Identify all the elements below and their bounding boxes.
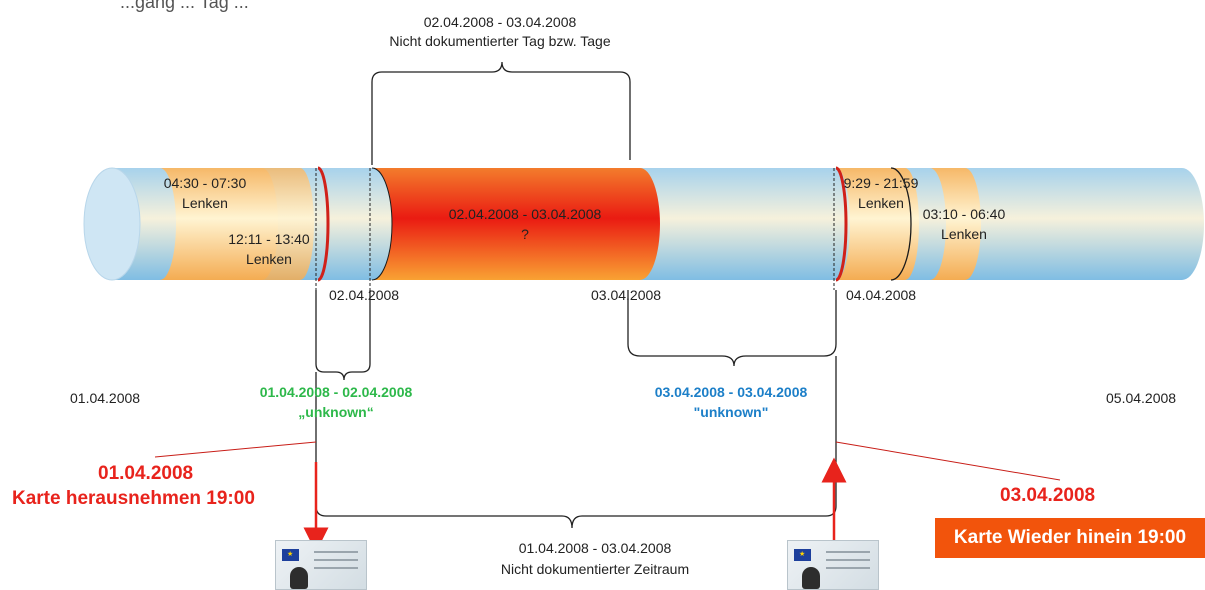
- day-marker-0304: 03.04.2008: [591, 287, 662, 303]
- bottom-brace-text: Nicht dokumentierter Zeitraum: [500, 561, 690, 577]
- eu-flag-icon: [282, 549, 299, 561]
- unknown-left-label: „unknown“: [298, 404, 374, 420]
- gap-label: ?: [521, 226, 529, 242]
- drive2-label: Lenken: [246, 251, 292, 267]
- driver-card-image: [275, 540, 367, 590]
- segment-drive-4: [930, 168, 981, 280]
- remove-pointer-line: [154, 441, 317, 458]
- heading-fragment: ...gang ... Tag ...: [120, 0, 249, 12]
- edge-date-left: 01.04.2008: [70, 390, 141, 406]
- insert-pointer-line: [835, 441, 1061, 481]
- top-brace-text: Nicht dokumentierter Tag bzw. Tage: [389, 33, 611, 49]
- boundary-curve: [371, 167, 393, 281]
- card-removed-line: [317, 166, 330, 282]
- day-marker-0204: 02.04.2008: [329, 287, 400, 303]
- unknown-right-label: "unknown": [693, 404, 769, 420]
- bottom-brace: [315, 356, 837, 529]
- segment-undocumented: [372, 168, 660, 280]
- drive4-label: Lenken: [941, 226, 987, 242]
- remove-event-text: Karte herausnehmen 19:00: [12, 488, 255, 509]
- bottom-brace-date: 01.04.2008 - 03.04.2008: [518, 540, 672, 556]
- driver-card-image: [787, 540, 879, 590]
- boundary-curve: [890, 167, 912, 281]
- tube-end-cap: [1160, 168, 1204, 280]
- edge-date-right: 05.04.2008: [1106, 390, 1177, 406]
- segment-drive-3: [836, 168, 919, 280]
- remove-event-date: 01.04.2008: [98, 463, 194, 484]
- top-brace: [371, 61, 631, 165]
- gap-date: 02.04.2008 - 03.04.2008: [448, 206, 602, 222]
- card-inserted-line: [835, 166, 848, 282]
- tube-start-cap: [83, 167, 141, 281]
- top-brace-date: 02.04.2008 - 03.04.2008: [423, 14, 577, 30]
- drive2-time: 12:11 - 13:40: [228, 231, 310, 247]
- insert-event-date: 03.04.2008: [1000, 485, 1096, 506]
- segment-drive-2: [210, 168, 314, 280]
- eu-flag-icon: [794, 549, 811, 561]
- photo-icon: [290, 567, 308, 589]
- drive4-time: 03:10 - 06:40: [922, 206, 1006, 222]
- drive1-label: Lenken: [182, 195, 228, 211]
- unknown-right-date: 03.04.2008 - 03.04.2008: [654, 384, 808, 400]
- drive1-time: 04:30 - 07:30: [163, 175, 247, 191]
- photo-icon: [802, 567, 820, 589]
- unknown-left-date: 01.04.2008 - 02.04.2008: [259, 384, 413, 400]
- drive3-label: Lenken: [858, 195, 904, 211]
- brace-unknown-left: [315, 290, 371, 381]
- drive3-time: 9:29 - 21:59: [843, 175, 919, 191]
- insert-event-badge: Karte Wieder hinein 19:00: [935, 518, 1205, 558]
- brace-unknown-right: [627, 290, 837, 367]
- day-marker-0404: 04.04.2008: [846, 287, 917, 303]
